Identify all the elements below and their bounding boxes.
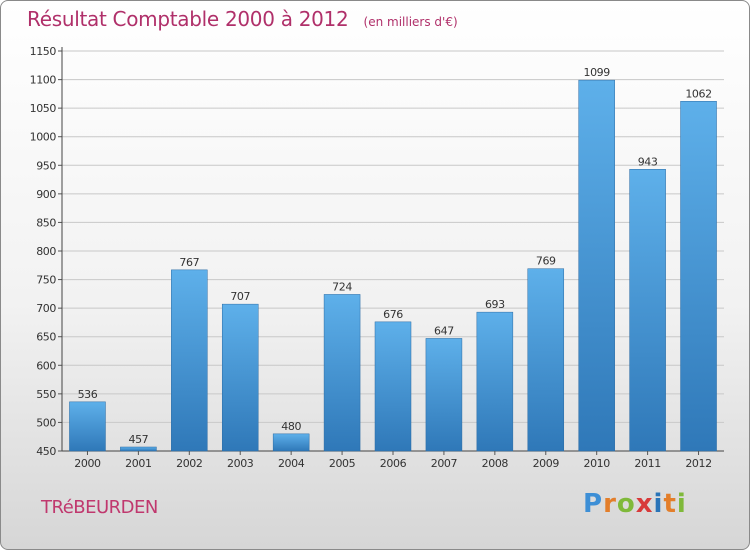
data-label: 943 bbox=[638, 155, 658, 168]
data-label: 1099 bbox=[583, 66, 610, 79]
bar bbox=[425, 338, 463, 452]
data-label: 707 bbox=[230, 290, 250, 303]
title-row: Résultat Comptable 2000 à 2012 (en milli… bbox=[27, 7, 458, 31]
data-label: 1062 bbox=[685, 87, 711, 100]
data-label: 724 bbox=[332, 280, 352, 293]
logo-letter: P bbox=[583, 489, 604, 519]
proxiti-logo: Proxiti bbox=[583, 489, 687, 519]
y-tick-label: 450 bbox=[36, 445, 56, 458]
y-tick-label: 650 bbox=[36, 331, 56, 344]
x-tick-label: 2005 bbox=[329, 457, 356, 470]
x-tick-label: 2010 bbox=[583, 457, 610, 470]
x-tick-label: 2004 bbox=[278, 457, 305, 470]
x-tick-label: 2002 bbox=[176, 457, 202, 470]
bar bbox=[374, 321, 412, 452]
y-tick-label: 550 bbox=[36, 388, 56, 401]
data-label: 457 bbox=[128, 433, 148, 446]
x-tick-label: 2009 bbox=[533, 457, 560, 470]
logo-letter: r bbox=[603, 489, 617, 519]
y-tick-label: 1050 bbox=[30, 102, 57, 115]
chart-title: Résultat Comptable 2000 à 2012 bbox=[27, 7, 349, 31]
y-tick-label: 1000 bbox=[30, 131, 57, 144]
x-tick-label: 2007 bbox=[431, 457, 458, 470]
logo-letter: i bbox=[676, 489, 687, 519]
bar bbox=[680, 101, 717, 452]
data-label: 676 bbox=[383, 308, 403, 321]
data-label: 769 bbox=[536, 255, 556, 268]
x-tick-label: 2001 bbox=[125, 457, 151, 470]
x-tick-label: 2003 bbox=[227, 457, 254, 470]
bar bbox=[629, 169, 666, 452]
bar bbox=[221, 303, 259, 452]
bar bbox=[272, 433, 310, 452]
y-tick-label: 800 bbox=[36, 245, 56, 258]
data-label: 693 bbox=[485, 298, 505, 311]
logo-letter: t bbox=[663, 489, 677, 519]
data-label: 480 bbox=[281, 420, 301, 433]
bar bbox=[476, 311, 514, 452]
chart-subtitle: (en milliers d'€) bbox=[363, 15, 458, 29]
logo-letter: o bbox=[616, 489, 636, 519]
y-tick-label: 500 bbox=[36, 416, 56, 429]
x-tick-label: 2011 bbox=[634, 457, 660, 470]
bar bbox=[578, 79, 615, 452]
bar bbox=[69, 401, 106, 452]
bar bbox=[527, 268, 565, 452]
y-tick-label: 950 bbox=[36, 159, 56, 172]
logo-letter: x bbox=[635, 489, 654, 519]
y-tick-label: 850 bbox=[36, 216, 56, 229]
bar bbox=[323, 294, 361, 452]
y-tick-label: 1150 bbox=[30, 45, 57, 58]
x-tick-label: 2012 bbox=[685, 457, 711, 470]
data-label: 536 bbox=[78, 388, 98, 401]
data-label: 767 bbox=[179, 256, 199, 269]
x-tick-label: 2000 bbox=[74, 457, 101, 470]
x-tick-label: 2008 bbox=[482, 457, 509, 470]
commune-name: TRéBEURDEN bbox=[41, 497, 158, 518]
x-tick-label: 2006 bbox=[380, 457, 407, 470]
logo-letter: i bbox=[653, 489, 664, 519]
bar bbox=[120, 446, 157, 452]
y-tick-label: 600 bbox=[36, 359, 56, 372]
data-label: 647 bbox=[434, 324, 454, 337]
y-tick-label: 700 bbox=[36, 302, 56, 315]
y-tick-label: 750 bbox=[36, 274, 56, 287]
y-tick-label: 900 bbox=[36, 188, 56, 201]
y-tick-label: 1100 bbox=[30, 74, 57, 87]
bar bbox=[171, 269, 208, 452]
